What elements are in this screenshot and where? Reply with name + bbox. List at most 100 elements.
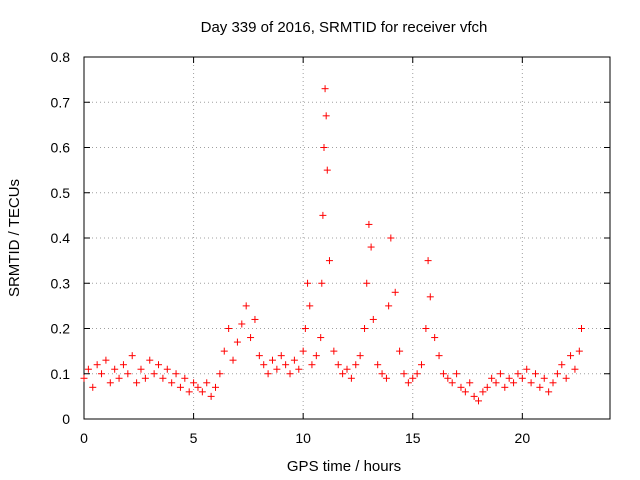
data-point	[488, 374, 496, 382]
data-point	[466, 379, 474, 387]
data-point	[492, 379, 500, 387]
y-tick-label: 0.2	[51, 321, 71, 337]
data-point	[268, 356, 276, 364]
data-point	[290, 356, 298, 364]
chart-title: Day 339 of 2016, SRMTID for receiver vfc…	[201, 19, 488, 36]
data-point	[461, 388, 469, 396]
y-tick-label: 0.6	[51, 140, 71, 156]
data-point	[207, 392, 215, 400]
data-point	[356, 352, 364, 360]
y-tick-label: 0.1	[51, 366, 71, 382]
y-tick-label: 0	[62, 411, 70, 427]
data-point	[518, 374, 526, 382]
data-point	[233, 338, 241, 346]
x-tick-label: 15	[405, 430, 421, 446]
data-point	[536, 383, 544, 391]
data-point	[470, 392, 478, 400]
data-point	[242, 302, 250, 310]
x-tick-label: 10	[295, 430, 311, 446]
data-point	[325, 257, 333, 265]
data-point	[531, 370, 539, 378]
data-point	[413, 370, 421, 378]
data-point	[334, 361, 342, 369]
data-point	[159, 374, 167, 382]
data-point	[163, 365, 171, 373]
data-point	[453, 370, 461, 378]
data-point	[80, 374, 88, 382]
data-point	[198, 388, 206, 396]
data-point	[115, 374, 123, 382]
data-point	[422, 325, 430, 332]
data-point	[106, 379, 114, 387]
grid-lines	[84, 57, 610, 419]
data-point	[391, 288, 399, 296]
data-point	[128, 352, 136, 360]
data-point	[352, 361, 360, 369]
y-axis-title: SRMTID / TECUs	[6, 179, 23, 297]
data-point	[308, 361, 316, 369]
data-point	[424, 257, 432, 265]
data-point	[558, 361, 566, 369]
data-point	[575, 347, 583, 355]
data-point	[321, 85, 329, 93]
data-point	[549, 379, 557, 387]
data-point	[229, 356, 237, 364]
y-tick-label: 0.7	[51, 94, 71, 110]
data-point	[286, 370, 294, 378]
data-point	[323, 166, 331, 174]
data-point	[319, 211, 327, 219]
data-point	[282, 361, 290, 369]
x-tick-labels: 0 5 10 15 20	[80, 430, 530, 446]
data-point	[111, 365, 119, 373]
data-point	[378, 370, 386, 378]
data-point	[264, 370, 272, 378]
data-point	[318, 279, 326, 287]
axis-ticks	[83, 56, 610, 420]
data-point	[396, 347, 404, 355]
data-points	[80, 85, 586, 405]
data-point	[260, 361, 268, 369]
data-point	[426, 293, 434, 301]
data-point	[93, 361, 101, 369]
data-point	[317, 334, 325, 342]
data-point	[304, 279, 312, 287]
data-point	[367, 243, 375, 251]
data-point	[448, 379, 456, 387]
data-point	[277, 352, 285, 360]
data-point	[439, 370, 447, 378]
data-point	[330, 347, 338, 355]
data-point	[203, 379, 211, 387]
data-point	[578, 325, 586, 332]
data-point	[496, 370, 504, 378]
data-point	[133, 379, 141, 387]
data-point	[347, 374, 355, 382]
data-point	[273, 365, 281, 373]
data-point	[155, 361, 163, 369]
data-point	[501, 383, 509, 391]
data-point	[89, 383, 97, 391]
data-point	[510, 379, 518, 387]
data-point	[409, 374, 417, 382]
data-point	[312, 352, 320, 360]
data-point	[444, 374, 452, 382]
data-point	[540, 374, 548, 382]
y-tick-label: 0.3	[51, 275, 71, 291]
data-point	[400, 370, 408, 378]
x-tick-label: 0	[80, 430, 88, 446]
y-tick-labels: 0 0.1 0.2 0.3 0.4 0.5 0.6 0.7 0.8	[51, 49, 71, 427]
data-point	[363, 279, 371, 287]
x-tick-label: 20	[515, 430, 531, 446]
data-point	[505, 374, 513, 382]
data-point	[571, 365, 579, 373]
data-point	[479, 388, 487, 396]
data-point	[523, 365, 531, 373]
data-point	[295, 365, 303, 373]
y-tick-label: 0.5	[51, 185, 71, 201]
data-point	[343, 365, 351, 373]
data-point	[220, 347, 228, 355]
data-point	[98, 370, 106, 378]
data-point	[385, 302, 393, 310]
data-point	[119, 361, 127, 369]
